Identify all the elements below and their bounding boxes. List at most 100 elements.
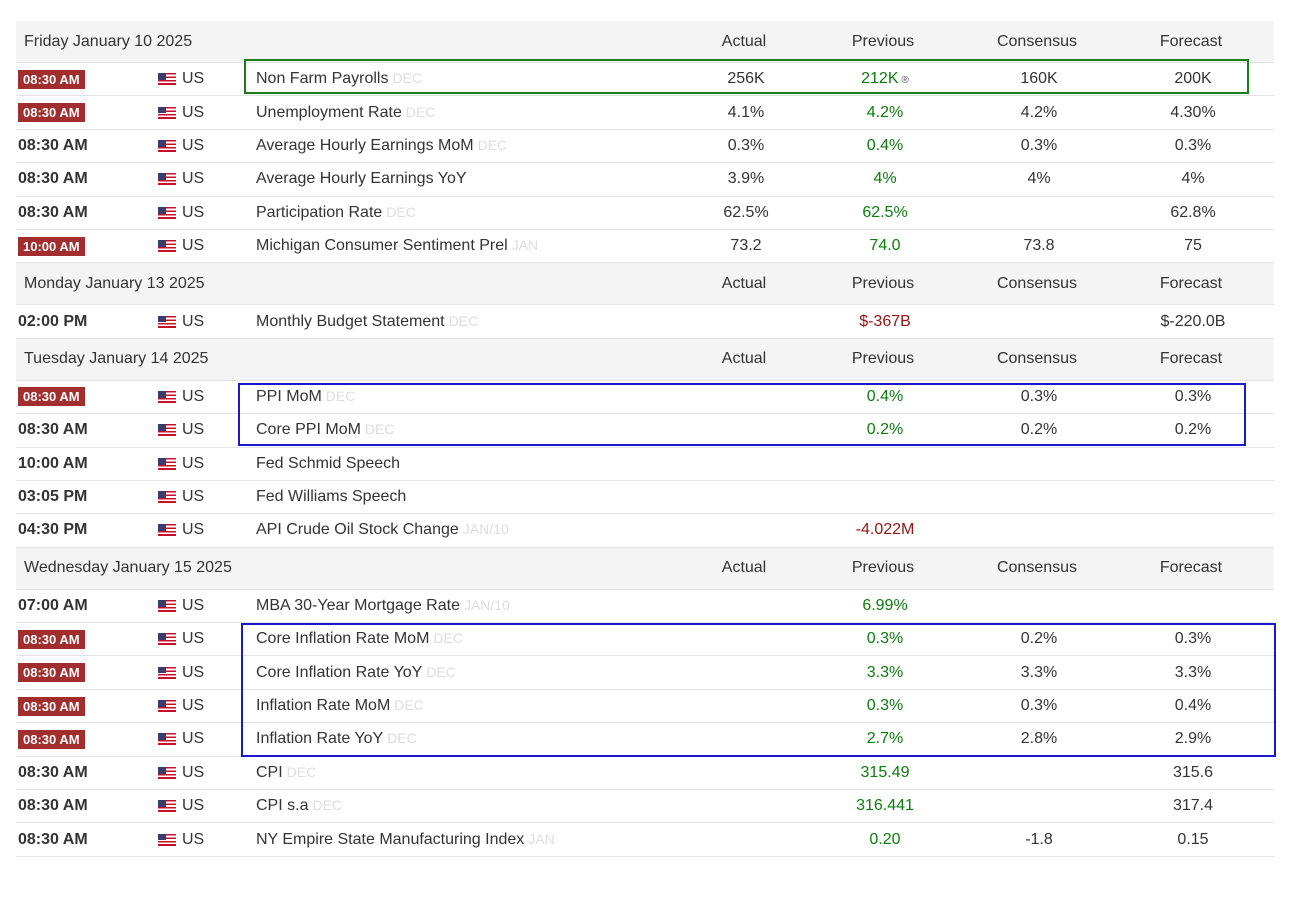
event-name-link[interactable]: Core PPI MoM	[256, 421, 361, 439]
event-row[interactable]: 08:30 AM US PPI MoM DEC 0.4% 0.3% 0.3%	[16, 381, 1274, 415]
event-row[interactable]: 08:30 AM US Core PPI MoM DEC 0.2% 0.2% 0.2%	[16, 414, 1274, 448]
event-name-link[interactable]: Inflation Rate MoM	[256, 697, 391, 715]
event-row[interactable]: 10:00 AM US Michigan Consumer Sentiment Pr…	[16, 230, 1274, 264]
day-date: Wednesday January 15 2025	[24, 559, 232, 577]
event-row[interactable]: 08:30 AM US Unemployment Rate DEC 4.1% 4.2% 4.…	[16, 96, 1274, 130]
country-code: US	[182, 103, 205, 121]
forecast-value: 3.3%	[1174, 663, 1212, 681]
event-row[interactable]: 03:05 PM US Fed Williams Speech	[16, 481, 1274, 515]
event-name-link[interactable]: Fed Williams Speech	[256, 488, 407, 506]
event-time: 02:00 PM	[18, 312, 88, 330]
event-name-cell[interactable]: Average Hourly Earnings MoM DEC	[254, 137, 686, 155]
event-name-cell[interactable]: Fed Williams Speech	[254, 488, 686, 506]
event-row[interactable]: 07:00 AM US MBA 30-Year Mortgage Rate JAN/1…	[16, 590, 1274, 624]
event-name-cell[interactable]: Core Inflation Rate MoM DEC	[254, 630, 686, 648]
event-row[interactable]: 08:30 AM US Core Inflation Rate YoY DEC 3.3%…	[16, 656, 1274, 690]
event-name-cell[interactable]: Michigan Consumer Sentiment Prel JAN	[254, 237, 686, 255]
event-name-link[interactable]: API Crude Oil Stock Change	[256, 521, 459, 539]
forecast-value: $-220.0B	[1160, 312, 1226, 330]
event-time: 08:30 AM	[18, 763, 88, 781]
column-header-forecast: Forecast	[1159, 350, 1223, 368]
event-name-link[interactable]: Non Farm Payrolls	[256, 70, 389, 88]
event-name-link[interactable]: Core Inflation Rate MoM	[256, 630, 430, 648]
event-name-cell[interactable]: Inflation Rate MoM DEC	[254, 697, 686, 715]
event-row[interactable]: 10:00 AM US Fed Schmid Speech	[16, 448, 1274, 481]
event-name-cell[interactable]: Core Inflation Rate YoY DEC	[254, 664, 686, 682]
event-name-cell[interactable]: Non Farm Payrolls DEC	[254, 70, 686, 88]
previous-value-cell: 2.7%	[820, 730, 950, 748]
event-name-link[interactable]: NY Empire State Manufacturing Index	[256, 830, 525, 848]
event-row[interactable]: 08:30 AM US Inflation Rate MoM DEC 0.3% 0.3% 0…	[16, 690, 1274, 724]
forecast-value: 0.3%	[1174, 387, 1212, 405]
event-row[interactable]: 04:30 PM US API Crude Oil Stock Change JAN/…	[16, 514, 1274, 548]
event-name-cell[interactable]: Monthly Budget Statement DEC	[254, 313, 686, 331]
event-time-cell: 03:05 PM	[16, 488, 156, 506]
event-name-link[interactable]: Core Inflation Rate YoY	[256, 663, 423, 681]
column-header-actual: Actual	[721, 274, 767, 292]
event-time: 08:30 AM	[18, 421, 88, 439]
event-name-link[interactable]: Average Hourly Earnings MoM	[256, 136, 474, 154]
previous-value-cell: -4.022M	[820, 521, 950, 539]
event-row[interactable]: 08:30 AM US NY Empire State Manufacturing …	[16, 823, 1274, 857]
forecast-value: 0.3%	[1174, 136, 1212, 154]
event-name-cell[interactable]: CPI s.a DEC	[254, 797, 686, 815]
event-name-cell[interactable]: NY Empire State Manufacturing Index JAN	[254, 831, 686, 849]
us-flag-icon	[158, 206, 176, 219]
event-name-cell[interactable]: CPI DEC	[254, 764, 686, 782]
forecast-value: 4%	[1181, 170, 1205, 188]
event-name-cell[interactable]: Average Hourly Earnings YoY	[254, 170, 686, 188]
event-name-link[interactable]: MBA 30-Year Mortgage Rate	[256, 596, 460, 614]
event-row[interactable]: 08:30 AM US CPI s.a DEC 316.441 317.4	[16, 790, 1274, 824]
country-code: US	[182, 170, 205, 188]
event-name-cell[interactable]: Participation Rate DEC	[254, 204, 686, 222]
event-name-link[interactable]: CPI	[256, 763, 283, 781]
event-time: 04:30 PM	[18, 521, 88, 539]
event-name-cell[interactable]: API Crude Oil Stock Change JAN/10	[254, 521, 686, 539]
column-header-forecast: Forecast	[1159, 32, 1223, 50]
previous-value-cell: 315.49	[820, 764, 950, 782]
event-name-link[interactable]: Michigan Consumer Sentiment Prel	[256, 237, 508, 255]
event-name-link[interactable]: Average Hourly Earnings YoY	[256, 170, 467, 188]
event-row[interactable]: 08:30 AM US Average Hourly Earnings MoM DEC…	[16, 130, 1274, 164]
event-time-cell: 08:30 AM	[16, 103, 156, 123]
event-name-link[interactable]: Monthly Budget Statement	[256, 312, 445, 330]
country-code: US	[182, 312, 205, 330]
event-name-link[interactable]: PPI MoM	[256, 387, 322, 405]
country-code: US	[182, 797, 205, 815]
event-name-cell[interactable]: Core PPI MoM DEC	[254, 421, 686, 439]
forecast-value: 62.8%	[1170, 203, 1216, 221]
previous-value: 74.0	[869, 237, 901, 255]
event-time-cell: 08:30 AM	[16, 729, 156, 749]
event-name-cell[interactable]: MBA 30-Year Mortgage Rate JAN/10	[254, 597, 686, 615]
event-row[interactable]: 08:30 AM US Inflation Rate YoY DEC 2.7% 2.8% 2…	[16, 723, 1274, 757]
event-name-link[interactable]: CPI s.a	[256, 797, 309, 815]
event-time-cell: 08:30 AM	[16, 797, 156, 815]
event-name-link[interactable]: Fed Schmid Speech	[256, 454, 401, 472]
event-name-link[interactable]: Inflation Rate YoY	[256, 730, 384, 748]
event-time-cell: 08:30 AM	[16, 387, 156, 407]
us-flag-icon	[158, 424, 176, 437]
event-name-link[interactable]: Unemployment Rate	[256, 103, 402, 121]
event-name-cell[interactable]: Unemployment Rate DEC	[254, 104, 686, 122]
event-row[interactable]: 08:30 AM US Participation Rate DEC 62.5% 62.5…	[16, 197, 1274, 230]
actual-value: 256K	[727, 70, 765, 88]
event-name-cell[interactable]: Fed Schmid Speech	[254, 455, 686, 473]
day-header-row: Friday January 10 2025 Actual Previous Cons…	[16, 21, 1274, 63]
consensus-value: 4%	[1027, 170, 1051, 188]
us-flag-icon	[158, 666, 176, 679]
column-header-actual: Actual	[721, 559, 767, 577]
event-name-cell[interactable]: PPI MoM DEC	[254, 388, 686, 406]
event-reference-period: DEC	[387, 730, 417, 747]
event-row[interactable]: 08:30 AM US CPI DEC 315.49 315.6	[16, 757, 1274, 791]
event-row[interactable]: 08:30 AM US Average Hourly Earnings YoY 3.9…	[16, 163, 1274, 197]
event-row[interactable]: 08:30 AM US Core Inflation Rate MoM DEC 0.3%…	[16, 623, 1274, 657]
revised-icon[interactable]: ®	[901, 75, 909, 87]
country-cell: US	[156, 521, 254, 539]
event-time: 08:30 AM	[18, 830, 88, 848]
event-name-cell[interactable]: Inflation Rate YoY DEC	[254, 730, 686, 748]
event-name-link[interactable]: Participation Rate	[256, 203, 383, 221]
event-reference-period: DEC	[405, 103, 436, 120]
event-row[interactable]: 08:30 AM US Non Farm Payrolls DEC 256K 212K ® 1…	[16, 63, 1274, 97]
event-row[interactable]: 02:00 PM US Monthly Budget Statement DEC $-3…	[16, 305, 1274, 339]
event-time-cell: 08:30 AM	[16, 831, 156, 849]
